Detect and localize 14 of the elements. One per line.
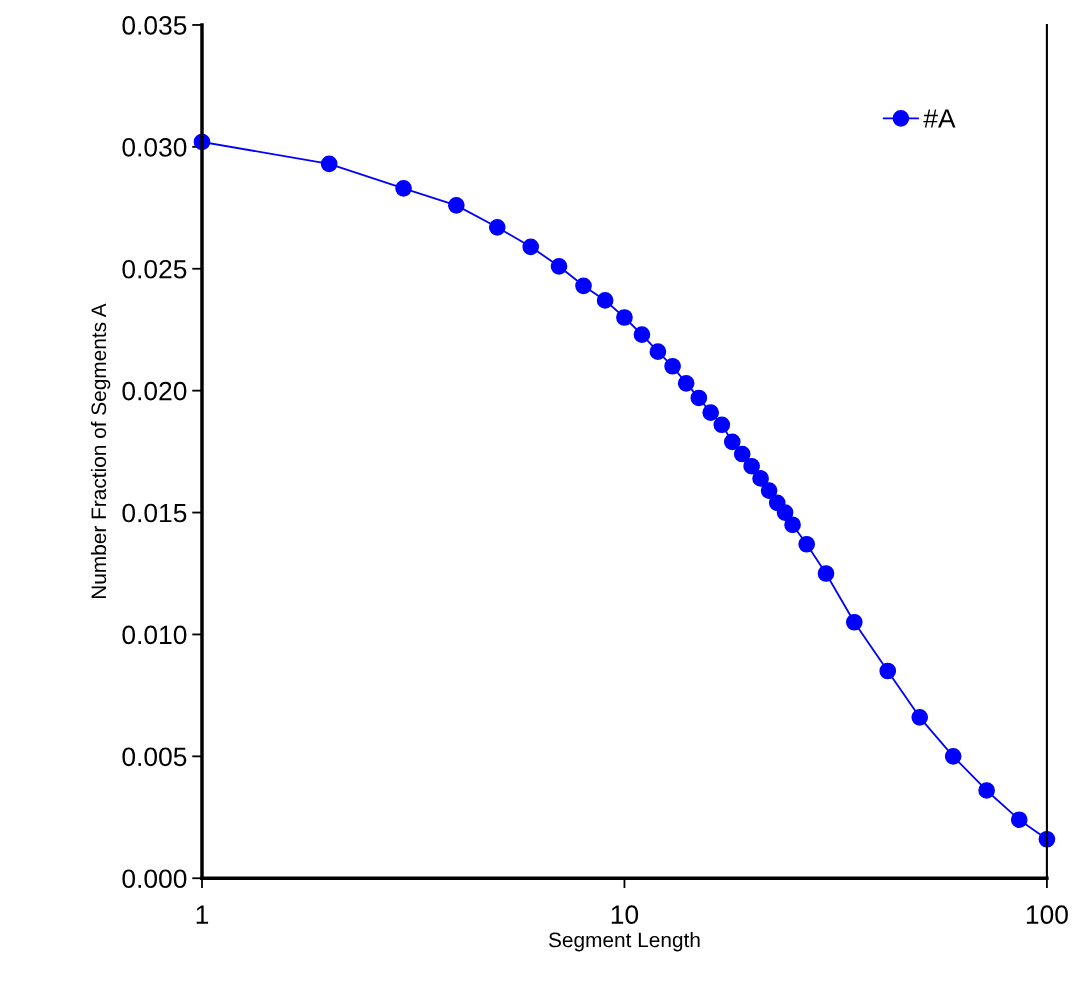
x-axis-title: Segment Length [548, 932, 700, 952]
y-tick-label: 0.015 [122, 503, 187, 523]
y-tick-label: 0.025 [122, 259, 187, 279]
y-tick-label: 0.035 [122, 16, 187, 35]
x-tick-label: 10 [611, 905, 639, 925]
y-tick-label: 0.030 [122, 137, 187, 157]
x-tick-label: 100 [1026, 905, 1068, 925]
x-tick-label: 1 [196, 905, 209, 924]
legend-label: #A [923, 109, 956, 128]
y-tick-label: 0.010 [122, 625, 187, 645]
y-tick-label: 0.000 [122, 869, 187, 889]
y-tick-label: 0.020 [122, 381, 187, 401]
y-tick-label: 0.005 [122, 747, 187, 767]
y-axis-title: Number Fraction of Segments A [90, 303, 111, 599]
